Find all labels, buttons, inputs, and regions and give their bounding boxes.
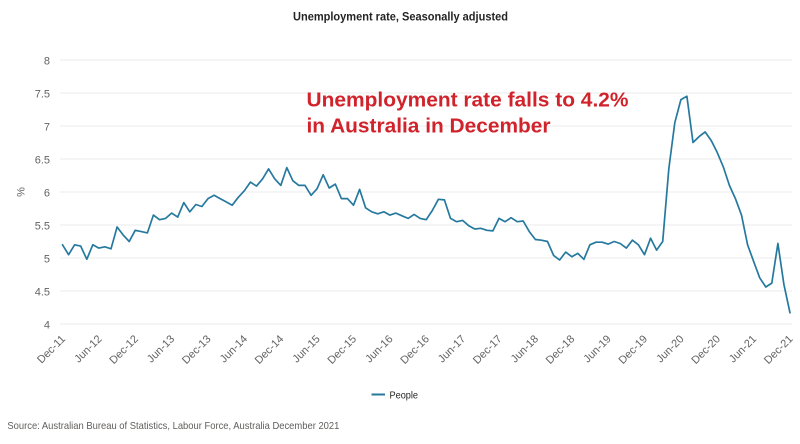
svg-text:Source: Australian Bureau of S: Source: Australian Bureau of Statistics,…	[7, 420, 339, 432]
svg-text:Unemployment rate, Seasonally: Unemployment rate, Seasonally adjusted	[293, 9, 508, 23]
svg-text:6: 6	[44, 188, 50, 200]
svg-text:7: 7	[44, 122, 50, 134]
svg-text:People: People	[390, 390, 419, 402]
svg-text:8: 8	[44, 56, 50, 68]
svg-text:4: 4	[44, 320, 50, 332]
svg-text:5: 5	[44, 254, 50, 266]
svg-text:7.5: 7.5	[35, 89, 50, 101]
svg-text:4.5: 4.5	[35, 287, 50, 299]
svg-text:Unemployment rate falls to 4.2: Unemployment rate falls to 4.2%	[307, 90, 629, 112]
svg-text:5.5: 5.5	[35, 221, 50, 233]
svg-text:%: %	[16, 187, 28, 197]
svg-text:6.5: 6.5	[35, 155, 50, 167]
svg-text:in Australia in December: in Australia in December	[307, 116, 551, 138]
